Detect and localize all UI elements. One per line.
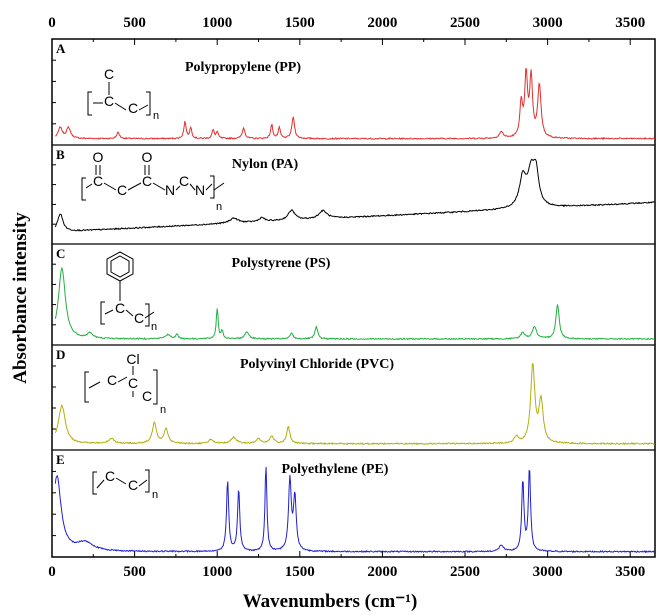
x-tick-label-top: 500 bbox=[123, 15, 146, 31]
pe-structure: C C n bbox=[92, 468, 158, 501]
ps-atom-c-1: C bbox=[115, 300, 125, 316]
panel-letter-e: E bbox=[56, 452, 65, 467]
x-tick-label-bottom: 2500 bbox=[450, 564, 480, 580]
pa-atom-c-1: C bbox=[93, 173, 103, 189]
pa-atom-n-1: N bbox=[165, 182, 175, 198]
pa-atom-c-2: C bbox=[117, 182, 127, 198]
panel-title-d: Polyvinyl Chloride (PVC) bbox=[240, 357, 394, 372]
tick-labels: 0 0 500 500 1000 1000 1500 1500 2000 2000 2500 2500… bbox=[48, 15, 645, 580]
x-tick-label-bottom: 1500 bbox=[285, 564, 315, 580]
x-tick-label-top: 3500 bbox=[615, 15, 645, 31]
x-tick-label-top: 2500 bbox=[450, 15, 480, 31]
spectrum-line-e bbox=[54, 466, 656, 554]
panel-letter-c: C bbox=[56, 246, 65, 261]
panel-title-c: Polystyrene (PS) bbox=[232, 256, 331, 271]
pa-atom-n-2: N bbox=[195, 182, 205, 198]
pe-atom-c-1: C bbox=[105, 468, 115, 484]
y-axis-title: Absorbance intensity bbox=[10, 212, 31, 384]
x-tick-label-top: 1000 bbox=[202, 15, 232, 31]
panel-dividers bbox=[52, 144, 655, 451]
pa-atom-c-4: C bbox=[179, 173, 189, 189]
pp-subscript: n bbox=[153, 110, 159, 122]
panel-letter-b: B bbox=[56, 147, 65, 162]
pvc-structure: Cl C C C n bbox=[84, 351, 166, 416]
x-tick-label-top: 2000 bbox=[367, 15, 397, 31]
series-group bbox=[54, 67, 656, 554]
x-tick-label-bottom: 2000 bbox=[367, 564, 397, 580]
spectrum-line-d bbox=[54, 363, 655, 446]
x-axis-title: Wavenumbers (cm⁻¹) bbox=[243, 591, 418, 612]
pp-atom-c-top: C bbox=[104, 66, 114, 82]
pa-atom-c-3: C bbox=[142, 173, 152, 189]
x-tick-label-bottom: 1000 bbox=[202, 564, 232, 580]
panel-title-e: Polyethylene (PE) bbox=[282, 462, 389, 477]
pe-atom-c-2: C bbox=[128, 477, 138, 493]
pvc-atom-c-2: C bbox=[128, 375, 138, 391]
ps-subscript: n bbox=[151, 321, 157, 333]
pp-atom-c-2: C bbox=[128, 100, 138, 116]
x-tick-label-top: 0 bbox=[48, 15, 56, 31]
panel-labels: A Polypropylene (PP) B Nylon (PA) C Polystyre… bbox=[56, 41, 394, 477]
ps-structure: C C n bbox=[100, 251, 157, 333]
x-tick-label-bottom: 500 bbox=[123, 564, 146, 580]
plot-frame bbox=[51, 38, 656, 558]
pp-atom-c-1: C bbox=[104, 93, 114, 109]
x-tick-label-bottom: 0 bbox=[48, 564, 56, 580]
x-tick-label-bottom: 3000 bbox=[533, 564, 563, 580]
x-tick-label-top: 3000 bbox=[533, 15, 563, 31]
spectrum-line-b bbox=[54, 158, 655, 232]
spectrum-line-a bbox=[55, 67, 655, 141]
ps-atom-c-2: C bbox=[134, 310, 144, 326]
panel-title-a: Polypropylene (PP) bbox=[185, 60, 301, 75]
pp-structure: C C C n bbox=[87, 66, 159, 122]
panel-letter-d: D bbox=[56, 347, 65, 362]
panel-letter-a: A bbox=[56, 41, 66, 56]
pvc-atom-cl: Cl bbox=[126, 351, 139, 367]
pe-subscript: n bbox=[152, 489, 158, 501]
x-tick-label-top: 1500 bbox=[285, 15, 315, 31]
x-tick-label-bottom: 3500 bbox=[615, 564, 645, 580]
pa-subscript: n bbox=[216, 201, 222, 213]
pvc-subscript: n bbox=[160, 404, 166, 416]
pa-atom-o-2: O bbox=[142, 149, 153, 165]
spectrum-line-c bbox=[54, 266, 655, 341]
pvc-atom-c-1: C bbox=[107, 372, 117, 388]
pvc-atom-c-3: C bbox=[142, 388, 152, 404]
pa-atom-o-1: O bbox=[93, 149, 104, 165]
panel-title-b: Nylon (PA) bbox=[232, 157, 299, 172]
axis-ticks bbox=[51, 39, 631, 557]
pa-structure: O O C C C N C N n bbox=[81, 149, 225, 213]
